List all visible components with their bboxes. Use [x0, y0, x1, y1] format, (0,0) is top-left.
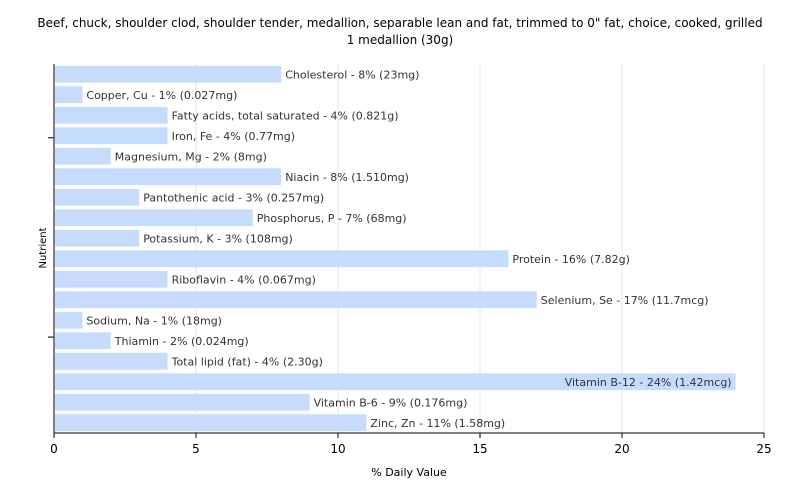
chart-subtitle: 1 medallion (30g)	[346, 33, 454, 47]
bar-7	[55, 209, 253, 227]
x-tick-label-1: 5	[192, 442, 200, 456]
bar-label-2: Fatty acids, total saturated - 4% (0.821…	[172, 109, 399, 122]
bar-0	[55, 65, 282, 83]
bar-15	[55, 373, 736, 391]
bar-14	[55, 352, 168, 370]
bar-label-4: Magnesium, Mg - 2% (8mg)	[115, 150, 267, 163]
bar-11	[55, 291, 537, 309]
bar-label-14: Total lipid (fat) - 4% (2.30g)	[171, 355, 323, 368]
bar-9	[55, 250, 509, 268]
bar-label-13: Thiamin - 2% (0.024mg)	[114, 335, 249, 348]
bar-label-10: Riboflavin - 4% (0.067mg)	[172, 273, 316, 286]
bar-16	[55, 393, 310, 411]
bar-12	[55, 311, 83, 329]
bar-label-0: Cholesterol - 8% (23mg)	[285, 68, 419, 81]
bar-6	[55, 188, 140, 206]
x-tick-label-0: 0	[50, 442, 58, 456]
bar-label-9: Protein - 16% (7.82g)	[512, 253, 630, 266]
bar-2	[55, 106, 168, 124]
bar-label-17: Zinc, Zn - 11% (1.58mg)	[370, 417, 505, 430]
bar-1	[55, 86, 83, 104]
bar-5	[55, 168, 282, 186]
bar-3	[55, 127, 168, 145]
bar-8	[55, 229, 140, 247]
chart-title: Beef, chuck, shoulder clod, shoulder ten…	[37, 16, 763, 30]
bar-label-16: Vitamin B-6 - 9% (0.176mg)	[314, 396, 468, 409]
bar-label-7: Phosphorus, P - 7% (68mg)	[257, 212, 407, 225]
bar-4	[55, 147, 111, 165]
bar-10	[55, 270, 168, 288]
bar-label-15: Vitamin B-12 - 24% (1.42mcg)	[565, 376, 732, 389]
x-tick-label-5: 25	[756, 442, 771, 456]
bar-label-11: Selenium, Se - 17% (11.7mcg)	[541, 294, 709, 307]
x-tick-label-4: 20	[614, 442, 629, 456]
x-tick-label-3: 15	[472, 442, 487, 456]
bar-label-12: Sodium, Na - 1% (18mg)	[86, 314, 222, 327]
y-axis-title: Nutrient	[38, 227, 49, 268]
bar-label-8: Potassium, K - 3% (108mg)	[143, 232, 293, 245]
bar-13	[55, 332, 111, 350]
bar-label-1: Copper, Cu - 1% (0.027mg)	[86, 89, 237, 102]
bar-label-6: Pantothenic acid - 3% (0.257mg)	[143, 191, 324, 204]
bar-17	[55, 414, 367, 432]
x-axis-title: % Daily Value	[371, 466, 447, 479]
bar-label-3: Iron, Fe - 4% (0.77mg)	[172, 130, 295, 143]
bar-label-5: Niacin - 8% (1.510mg)	[285, 171, 409, 184]
x-tick-label-2: 10	[330, 442, 345, 456]
